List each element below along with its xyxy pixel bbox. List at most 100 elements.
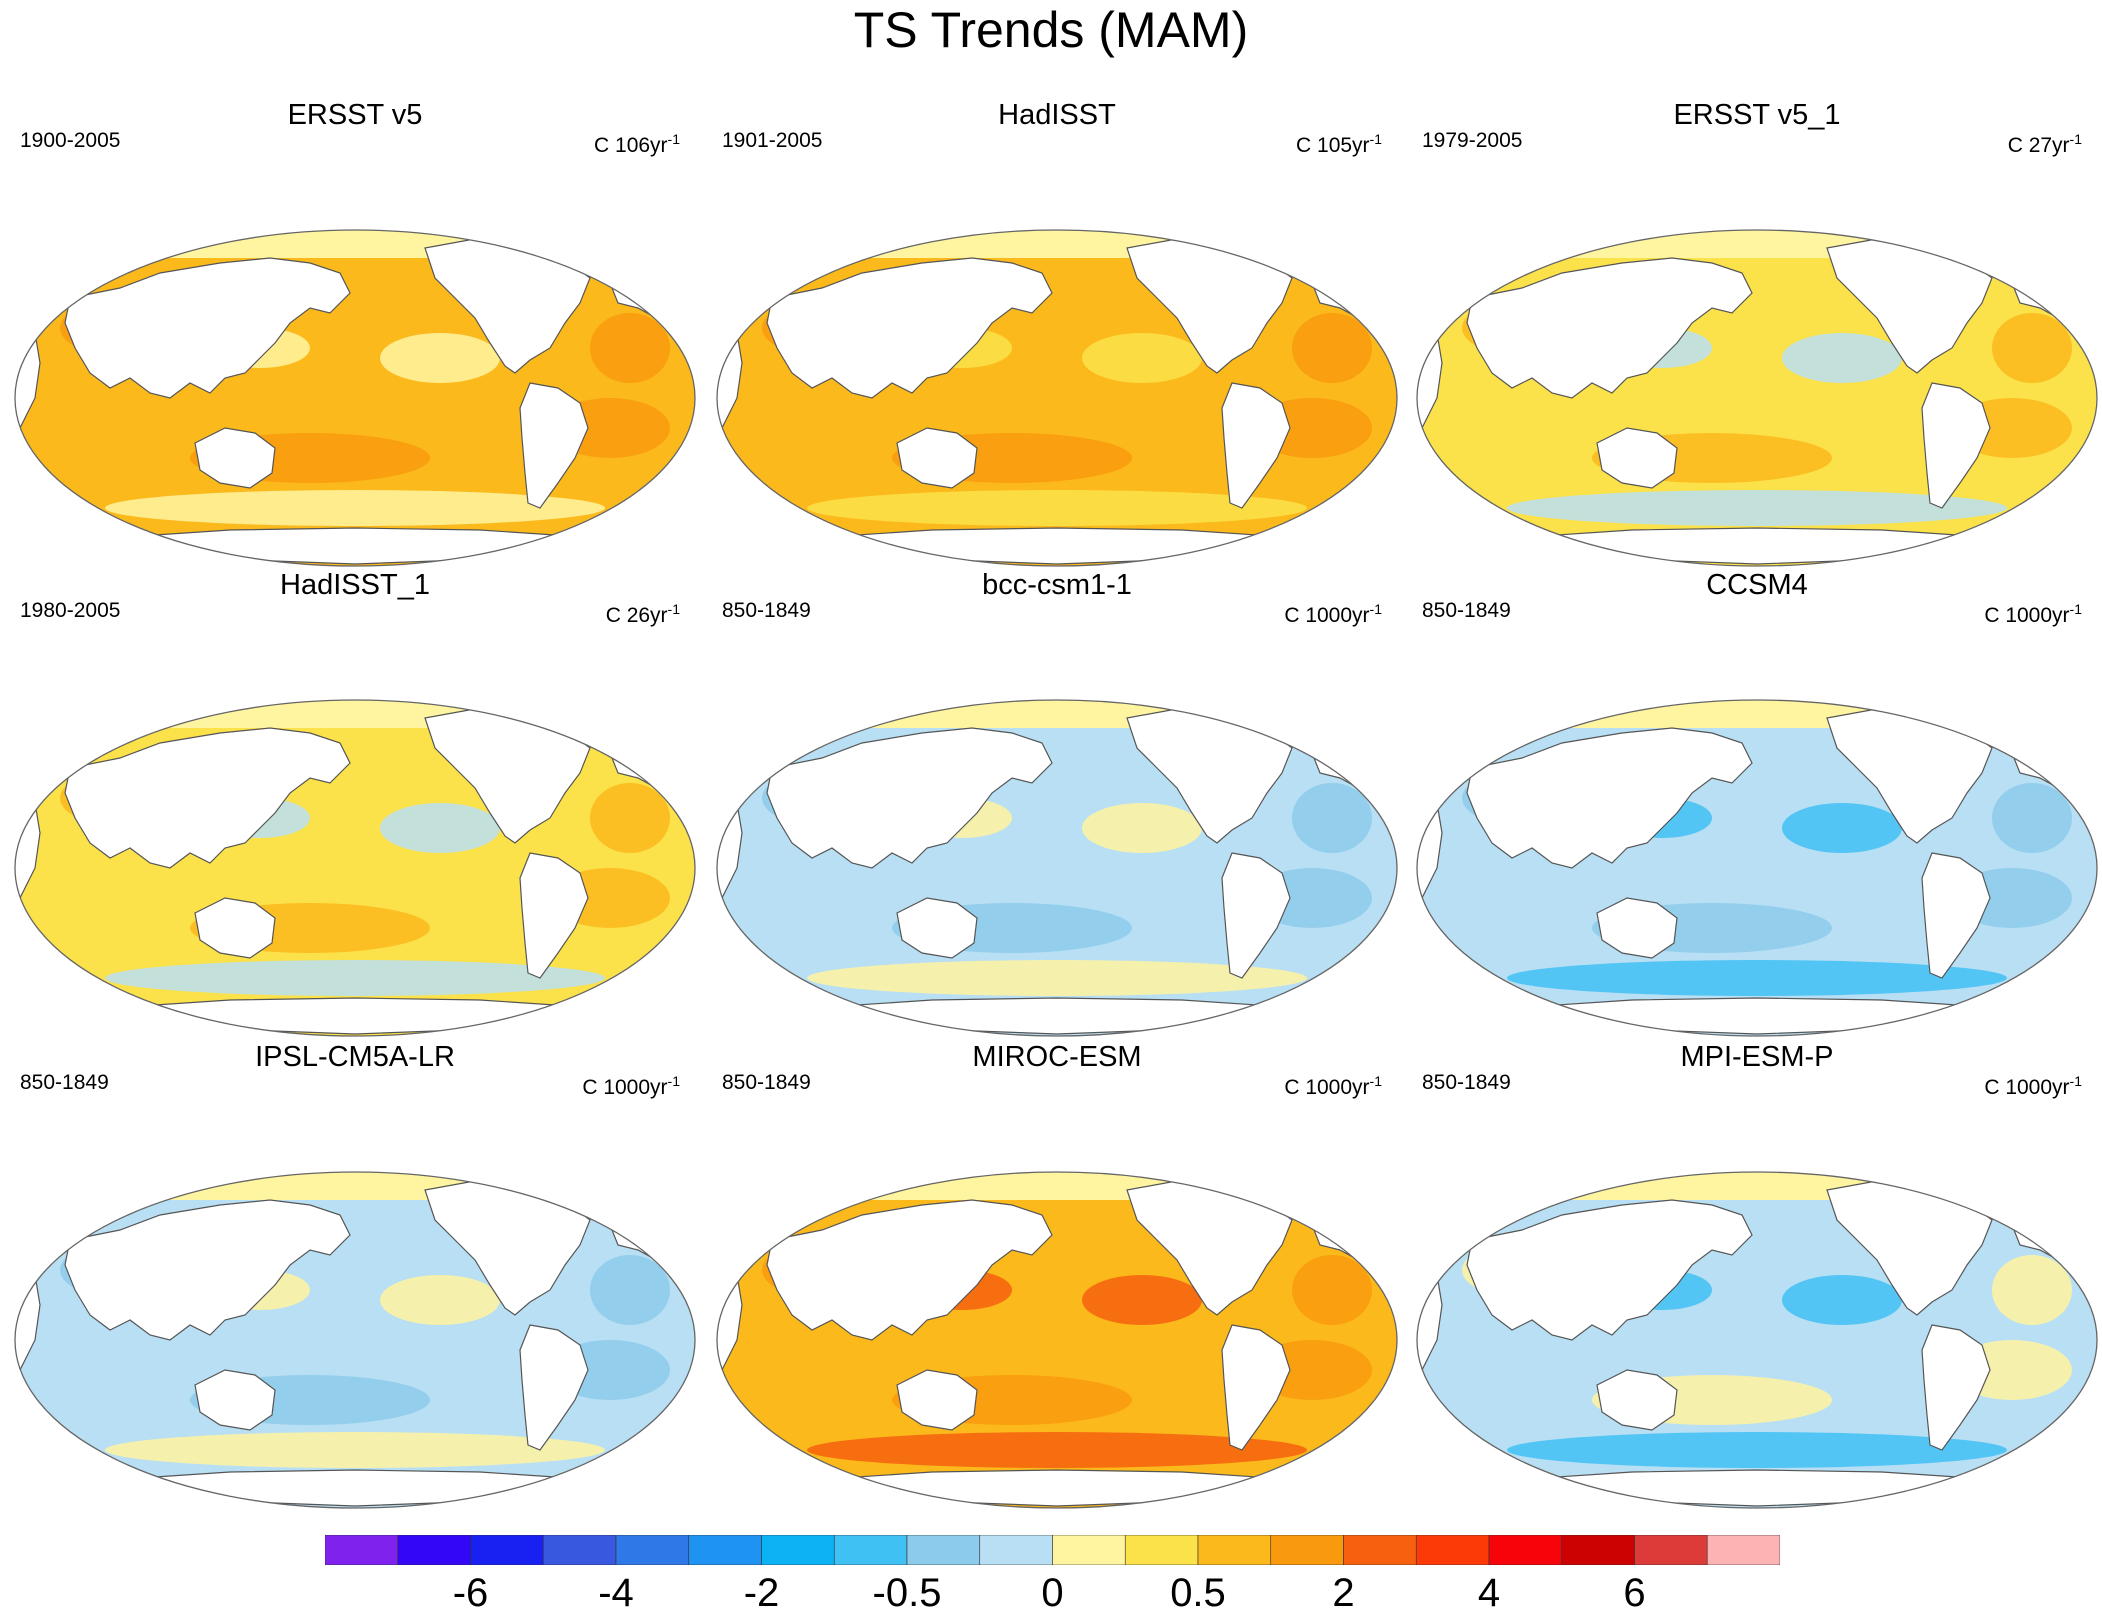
anomaly-region bbox=[1507, 960, 2007, 996]
colorbar-swatch bbox=[979, 1535, 1053, 1565]
land-australia bbox=[194, 427, 276, 489]
units-label: C 1000yr-1 bbox=[1284, 1073, 1382, 1099]
colorbar-swatch bbox=[1415, 1535, 1490, 1565]
land-antarctica bbox=[810, 1469, 1304, 1507]
colorbar-swatch bbox=[1706, 1535, 1780, 1565]
anomaly-region bbox=[1292, 313, 1372, 383]
anomaly-region bbox=[1292, 783, 1372, 853]
colorbar-label: 0.5 bbox=[1170, 1571, 1226, 1615]
land-antarctica bbox=[108, 1469, 602, 1507]
map-panel: bcc-csm1-1 850-1849 C 1000yr-1 bbox=[712, 568, 1402, 1038]
land-australia bbox=[896, 1369, 978, 1431]
robinson-map bbox=[1416, 229, 2098, 567]
map-panel: HadISST 1901-2005 C 105yr-1 bbox=[712, 98, 1402, 568]
units-label: C 1000yr-1 bbox=[582, 1073, 680, 1099]
robinson-map bbox=[716, 699, 1398, 1037]
colorbar-swatch bbox=[1124, 1535, 1199, 1565]
arctic-band bbox=[717, 1172, 1397, 1200]
colorbar-label: 6 bbox=[1623, 1571, 1646, 1615]
land-greenland bbox=[1881, 700, 1938, 709]
colorbar-swatch bbox=[1270, 1535, 1344, 1565]
colorbar-label: -4 bbox=[598, 1571, 634, 1615]
colorbar-label: -2 bbox=[743, 1571, 780, 1615]
panel-title: CCSM4 bbox=[1706, 569, 1808, 601]
colorbar-swatch bbox=[615, 1535, 690, 1565]
land-greenland bbox=[1181, 1172, 1238, 1181]
map-boundary bbox=[14, 229, 696, 567]
arctic-band bbox=[15, 230, 695, 258]
colorbar-swatch bbox=[542, 1535, 617, 1565]
map-boundary bbox=[1416, 1171, 2098, 1509]
anomaly-region bbox=[1082, 803, 1202, 853]
anomaly-region bbox=[590, 313, 670, 383]
anomaly-region bbox=[807, 490, 1307, 526]
map-panel: ERSST v5 1900-2005 C 106yr-1 bbox=[10, 98, 700, 568]
anomaly-region bbox=[380, 333, 500, 383]
land-asia bbox=[1466, 1199, 1753, 1341]
land-antarctica bbox=[1510, 1469, 2004, 1507]
colorbar-swatch bbox=[325, 1535, 399, 1565]
land-asia bbox=[1466, 257, 1753, 399]
anomaly-region bbox=[105, 1432, 605, 1468]
panel-title: HadISST bbox=[998, 99, 1116, 131]
land-antarctica bbox=[1510, 997, 2004, 1035]
land-southamerica bbox=[1221, 382, 1291, 509]
land-greenland bbox=[1881, 1172, 1938, 1181]
colorbar-label: 0 bbox=[1041, 1571, 1064, 1615]
colorbar-swatch bbox=[1561, 1535, 1635, 1565]
land-asia bbox=[64, 1199, 351, 1341]
colorbar-swatch bbox=[1634, 1535, 1708, 1565]
anomaly-region bbox=[590, 1255, 670, 1325]
map-boundary bbox=[1416, 699, 2098, 1037]
units-label: C 1000yr-1 bbox=[1984, 601, 2082, 627]
land-australia bbox=[1596, 1369, 1678, 1431]
colorbar-label: 2 bbox=[1332, 1571, 1355, 1615]
units-label: C 105yr-1 bbox=[1296, 131, 1382, 157]
map-panel: CCSM4 850-1849 C 1000yr-1 bbox=[1412, 568, 2102, 1038]
map-panel: MIROC-ESM 850-1849 C 1000yr-1 bbox=[712, 1040, 1402, 1510]
panel-title: IPSL-CM5A-LR bbox=[255, 1041, 455, 1073]
panel-title: MPI-ESM-P bbox=[1680, 1041, 1834, 1073]
anomaly-region bbox=[1992, 313, 2072, 383]
land-greenland bbox=[1881, 230, 1938, 239]
panel-title: MIROC-ESM bbox=[972, 1041, 1142, 1073]
land-antarctica bbox=[810, 997, 1304, 1035]
anomaly-region bbox=[1507, 490, 2007, 526]
land-southamerica bbox=[519, 382, 589, 509]
land-southamerica bbox=[1221, 1324, 1291, 1451]
map-panel: ERSST v5_1 1979-2005 C 27yr-1 bbox=[1412, 98, 2102, 568]
period-label: 1980-2005 bbox=[20, 599, 121, 622]
land-australia bbox=[896, 897, 978, 959]
panel-title: HadISST_1 bbox=[280, 569, 430, 601]
arctic-band bbox=[15, 700, 695, 728]
land-greenland bbox=[1181, 230, 1238, 239]
anomaly-region bbox=[1992, 1255, 2072, 1325]
anomaly-region bbox=[105, 490, 605, 526]
figure-title: TS Trends (MAM) bbox=[853, 2, 1249, 58]
land-southamerica bbox=[519, 1324, 589, 1451]
period-label: 850-1849 bbox=[1422, 599, 1511, 622]
land-antarctica bbox=[810, 527, 1304, 565]
map-boundary bbox=[716, 229, 1398, 567]
land-southamerica bbox=[1921, 382, 1991, 509]
robinson-map bbox=[14, 1171, 696, 1509]
map-panel: HadISST_1 1980-2005 C 26yr-1 bbox=[10, 568, 700, 1038]
land-antarctica bbox=[1510, 527, 2004, 565]
units-label: C 106yr-1 bbox=[594, 131, 680, 157]
period-label: 1900-2005 bbox=[20, 129, 121, 152]
colorbar-swatch bbox=[1343, 1535, 1417, 1565]
land-asia bbox=[64, 727, 351, 869]
arctic-band bbox=[717, 700, 1397, 728]
land-australia bbox=[1596, 427, 1678, 489]
anomaly-region bbox=[1082, 333, 1202, 383]
map-panel: MPI-ESM-P 850-1849 C 1000yr-1 bbox=[1412, 1040, 2102, 1510]
anomaly-region bbox=[1507, 1432, 2007, 1468]
land-southamerica bbox=[1221, 852, 1291, 979]
units-label: C 1000yr-1 bbox=[1284, 601, 1382, 627]
anomaly-region bbox=[1082, 1275, 1202, 1325]
colorbar-swatch bbox=[397, 1535, 471, 1565]
units-label: C 27yr-1 bbox=[2007, 131, 2082, 157]
panel-title: ERSST v5_1 bbox=[1673, 99, 1841, 131]
units-label: C 26yr-1 bbox=[605, 601, 680, 627]
map-boundary bbox=[14, 699, 696, 1037]
